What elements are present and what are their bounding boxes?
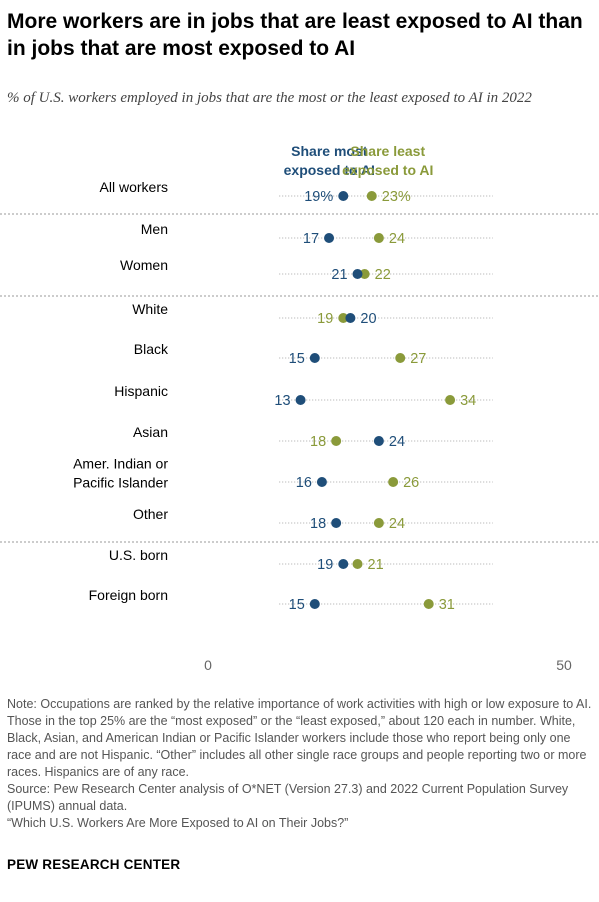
dot-least-exposed [366, 191, 377, 201]
value-label-most: 13 [274, 393, 290, 409]
dot-least-exposed [445, 395, 456, 405]
value-label-most: 17 [303, 231, 319, 247]
dot-least-exposed [331, 436, 342, 446]
dot-most-exposed [295, 395, 306, 405]
value-label-most: 16 [296, 475, 312, 491]
chart-footer: Note: Occupations are ranked by the rela… [7, 696, 595, 832]
x-tick-label: 0 [204, 657, 212, 673]
value-label-least: 21 [368, 557, 384, 573]
value-label-least: 23% [382, 189, 411, 205]
footer-source: Source: Pew Research Center analysis of … [7, 782, 569, 813]
value-label-least: 24 [389, 516, 405, 532]
row-label: Asian [133, 424, 168, 440]
legend-label-most: Share most [291, 143, 368, 159]
dot-least-exposed [423, 599, 434, 609]
value-label-least: 31 [439, 597, 455, 613]
value-label-most: 24 [389, 434, 405, 450]
legend-label-least: Share least [350, 143, 425, 159]
dot-most-exposed [316, 477, 327, 487]
dot-most-exposed [345, 313, 356, 323]
row-label: White [132, 301, 168, 317]
chart-title: More workers are in jobs that are least … [7, 10, 583, 60]
value-label-least: 19 [317, 311, 333, 327]
value-label-most: 15 [289, 597, 305, 613]
dot-least-exposed [352, 559, 363, 569]
value-label-least: 27 [410, 351, 426, 367]
row-label: Foreign born [89, 587, 168, 603]
dot-most-exposed [338, 191, 349, 201]
value-label-least: 22 [375, 267, 391, 283]
dot-plot-chart: Share most exposed to AI Share least expose… [0, 143, 599, 673]
value-label-most: 18 [310, 516, 326, 532]
dot-most-exposed [309, 599, 320, 609]
dot-least-exposed [373, 233, 384, 243]
value-label-least: 26 [403, 475, 419, 491]
dot-least-exposed [359, 269, 370, 279]
legend-label-least: exposed to AI [342, 162, 433, 178]
value-label-least: 18 [310, 434, 326, 450]
value-label-least: 34 [460, 393, 476, 409]
row-label: Black [134, 341, 169, 357]
dot-most-exposed [331, 518, 342, 528]
footer-note: Note: Occupations are ranked by the rela… [7, 697, 592, 779]
value-label-least: 24 [389, 231, 405, 247]
footer-report-title: “Which U.S. Workers Are More Exposed to … [7, 816, 349, 830]
brand-logo-text: PEW RESEARCH CENTER [7, 857, 181, 872]
row-label: Men [141, 221, 168, 237]
dot-most-exposed [352, 269, 363, 279]
chart-subtitle: % of U.S. workers employed in jobs that … [7, 90, 532, 106]
dot-least-exposed [373, 518, 384, 528]
value-label-most: 19% [304, 189, 333, 205]
dot-least-exposed [395, 353, 406, 363]
row-label: All workers [100, 179, 168, 195]
value-label-most: 19 [317, 557, 333, 573]
value-label-most: 21 [331, 267, 347, 283]
dot-most-exposed [324, 233, 335, 243]
dot-least-exposed [338, 313, 349, 323]
row-label: Pacific Islander [73, 475, 168, 491]
row-label: Other [133, 506, 168, 522]
legend-label-most: exposed to AI [284, 162, 375, 178]
row-label: Women [120, 257, 168, 273]
row-label: Hispanic [114, 383, 168, 399]
row-label: Amer. Indian or [73, 456, 168, 472]
x-tick-label: 50 [556, 657, 572, 673]
dot-most-exposed [309, 353, 320, 363]
value-label-most: 20 [360, 311, 376, 327]
value-label-most: 15 [289, 351, 305, 367]
dot-most-exposed [338, 559, 349, 569]
dot-least-exposed [388, 477, 399, 487]
dot-most-exposed [373, 436, 384, 446]
row-label: U.S. born [109, 547, 168, 563]
